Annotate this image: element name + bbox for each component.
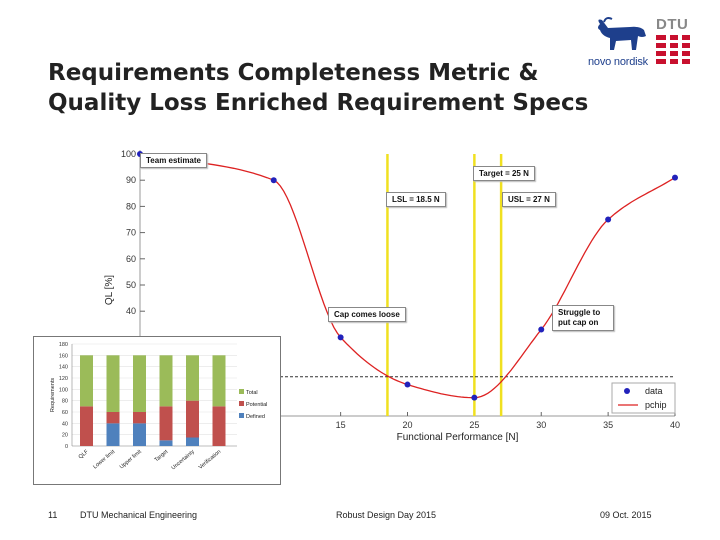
legend-data-marker (624, 388, 630, 394)
legend-box (611, 382, 676, 414)
apis-bull-icon (598, 17, 646, 50)
inset-bar-defined (186, 437, 199, 446)
y-tick-label: 60 (126, 254, 136, 264)
y-tick-label: 90 (126, 175, 136, 185)
footer-event: Robust Design Day 2015 (336, 510, 437, 520)
inset-y-axis-label: Requirements (50, 378, 56, 412)
footer-page-number: 11 (48, 510, 58, 520)
x-tick-label: 25 (469, 420, 479, 430)
inset-y-tick-label: 140 (59, 365, 68, 371)
slide-title-line-1: Requirements Completeness Metric & (48, 60, 539, 86)
data-point (337, 334, 344, 341)
dtu-logo: DTU (656, 16, 690, 72)
inset-chart-frame (33, 336, 281, 485)
inset-y-tick-label: 160 (59, 353, 68, 359)
inset-y-tick-label: 80 (62, 399, 68, 405)
inset-y-tick-label: 60 (62, 410, 68, 416)
footer-department: DTU Mechanical Engineering (80, 510, 198, 520)
y-tick-label: 100 (121, 149, 136, 159)
inset-bar-total (186, 355, 199, 401)
data-point (471, 394, 478, 401)
data-point (404, 381, 411, 388)
inset-legend-swatch (239, 389, 244, 394)
inset-bar-potential (133, 412, 146, 424)
inset-category-label: Target (154, 449, 170, 464)
x-tick-label: 40 (670, 420, 680, 430)
inset-legend-label: Total (246, 390, 258, 396)
x-tick-label: 20 (402, 420, 412, 430)
inset-bar-total (212, 355, 226, 407)
y-tick-label: 50 (126, 280, 136, 290)
slide-title-line-2: Quality Loss Enriched Requirement Specs (48, 90, 589, 116)
inset-category-label: Lower limit (92, 449, 116, 471)
x-tick-label: 35 (603, 420, 613, 430)
annotation-usl: USL = 27 N (502, 192, 556, 207)
inset-bar-defined (133, 423, 146, 446)
x-axis-label: Functional Performance [N] (397, 432, 519, 443)
inset-bar-defined (106, 423, 120, 446)
inset-category-label: Upper limit (119, 449, 143, 471)
x-tick-label: 30 (536, 420, 546, 430)
inset-bar-total (106, 355, 120, 412)
inset-legend-label: Defined (246, 414, 265, 420)
inset-y-tick-label: 100 (59, 387, 68, 393)
inset-y-tick-label: 0 (65, 444, 68, 450)
y-axis-label: QL [%] (104, 275, 115, 305)
inset-bar-total (159, 355, 173, 407)
inset-bar-potential (212, 406, 226, 446)
data-point (605, 216, 612, 223)
annotation-team-estimate: Team estimate (140, 153, 207, 168)
inset-bar-potential (186, 400, 199, 438)
inset-y-tick-label: 180 (59, 342, 68, 348)
slide-title: Requirements Completeness Metric & Quali… (48, 58, 608, 118)
data-point (672, 174, 678, 181)
data-point (538, 326, 545, 333)
x-tick-label: 15 (336, 420, 346, 430)
legend-pchip-label: pchip (645, 400, 667, 410)
data-point (270, 177, 277, 184)
y-tick-label: 70 (126, 228, 136, 238)
inset-bar-total (133, 355, 146, 412)
inset-legend-label: Potential (246, 402, 267, 408)
logo-brand-text: novo nordisk (588, 56, 648, 68)
inset-bar-total (80, 355, 93, 407)
inset-bar-defined (159, 440, 173, 446)
footer-date: 09 Oct. 2015 (600, 510, 652, 520)
inset-bar-potential (106, 412, 120, 424)
y-tick-label: 80 (126, 201, 136, 211)
annotation-struggle: Struggle to put cap on (552, 305, 614, 331)
pchip-curve (139, 153, 676, 399)
inset-y-tick-label: 20 (62, 433, 68, 439)
inset-bar-potential (159, 406, 173, 441)
inset-bar-potential (80, 406, 93, 446)
inset-category-label: Uncertainty (171, 449, 196, 472)
legend-data-label: data (645, 386, 663, 396)
inset-y-tick-label: 40 (62, 421, 68, 427)
annotation-lsl: LSL = 18.5 N (386, 192, 446, 207)
inset-legend-swatch (239, 413, 244, 418)
novo-nordisk-logo: novo nordisk (586, 16, 656, 68)
inset-category-label: QLF (78, 449, 91, 461)
annotation-target: Target = 25 N (473, 166, 535, 181)
logo-org-text: DTU (656, 16, 689, 33)
inset-legend-swatch (239, 401, 244, 406)
y-tick-label: 40 (126, 306, 136, 316)
annotation-cap-loose: Cap comes loose (328, 307, 406, 322)
dtu-stripes-icon (656, 33, 690, 67)
inset-y-tick-label: 120 (59, 376, 68, 382)
inset-category-label: Verification (198, 449, 222, 471)
